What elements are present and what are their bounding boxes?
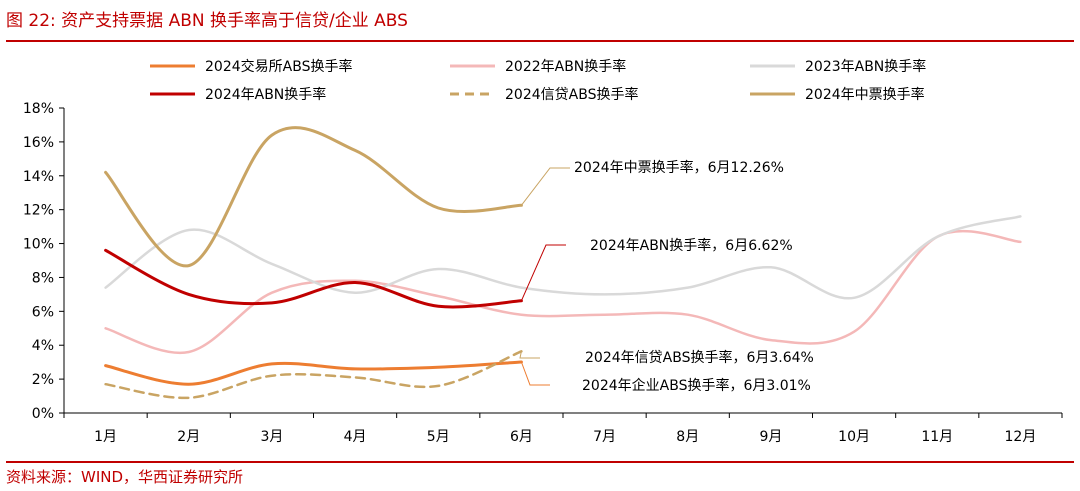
y-tick-label: 12% <box>23 203 54 219</box>
annotation-leader <box>520 361 550 386</box>
series-line-1 <box>104 229 1022 355</box>
legend-label: 2024年中票换手率 <box>805 86 925 103</box>
axes: 0% 2% 4% 6% 8% 10% 12% 14% 16% 18% 1月 2月 3月 4月 5月 6月 7月 8… <box>23 101 1063 445</box>
x-tick-label: 5月 <box>427 429 450 445</box>
x-tick-label: 6月 <box>510 429 533 445</box>
y-tick-label: 4% <box>32 338 54 354</box>
y-tick-label: 18% <box>23 101 54 117</box>
x-tick-label: 3月 <box>260 429 283 445</box>
y-tick-label: 0% <box>32 406 54 422</box>
legend-label: 2024年ABN换手率 <box>205 86 326 103</box>
x-tick-label: 9月 <box>759 429 782 445</box>
x-tick-label: 12月 <box>1005 429 1037 445</box>
series-line-2 <box>104 215 1022 300</box>
y-tick-label: 14% <box>23 169 54 185</box>
series-line-3 <box>104 248 523 309</box>
series-line-5 <box>104 126 523 268</box>
y-tick-label: 2% <box>32 372 54 388</box>
legend-label: 2024交易所ABS换手率 <box>205 58 352 75</box>
x-tick-label: 7月 <box>593 429 616 445</box>
source-note: 资料来源：WIND，华西证券研究所 <box>6 468 244 486</box>
annotation-label: 2024年信贷ABS换手率，6月3.64% <box>585 349 814 366</box>
y-tick-label: 6% <box>32 304 54 320</box>
series-lines <box>104 126 1022 400</box>
title-rule <box>6 40 1074 42</box>
annotation-leader <box>521 167 570 206</box>
x-tick-label: 4月 <box>344 429 367 445</box>
figure-title: 图 22: 资产支持票据 ABN 换手率高于信贷/企业 ABS <box>6 11 408 31</box>
annotations: 2024年中票换手率，6月12.26% 2024年ABN换手率，6月6.62% 20… <box>519 159 814 394</box>
y-tick-label: 8% <box>32 270 54 286</box>
annotation-label: 2024年ABN换手率，6月6.62% <box>590 237 793 254</box>
annotation-label: 2024年中票换手率，6月12.26% <box>574 159 784 176</box>
legend-label: 2024信贷ABS换手率 <box>505 86 638 103</box>
series-line-4 <box>104 350 523 400</box>
annotation-leader <box>519 351 540 359</box>
legend: 2024交易所ABS换手率 2022年ABN换手率 2023年ABN换手率 2024年… <box>150 58 926 103</box>
x-tick-label: 10月 <box>838 429 870 445</box>
y-tick-label: 16% <box>23 135 54 151</box>
series-line-0 <box>104 360 523 386</box>
x-tick-label: 2月 <box>177 429 200 445</box>
source-rule <box>6 461 1074 463</box>
x-tick-label: 1月 <box>94 429 117 445</box>
x-tick-label: 8月 <box>676 429 699 445</box>
legend-label: 2022年ABN换手率 <box>505 58 626 75</box>
annotation-leader <box>520 244 566 302</box>
annotation-label: 2024年企业ABS换手率，6月3.01% <box>582 377 811 394</box>
x-tick-label: 11月 <box>921 429 953 445</box>
y-tick-label: 10% <box>23 237 54 253</box>
legend-label: 2023年ABN换手率 <box>805 58 926 75</box>
